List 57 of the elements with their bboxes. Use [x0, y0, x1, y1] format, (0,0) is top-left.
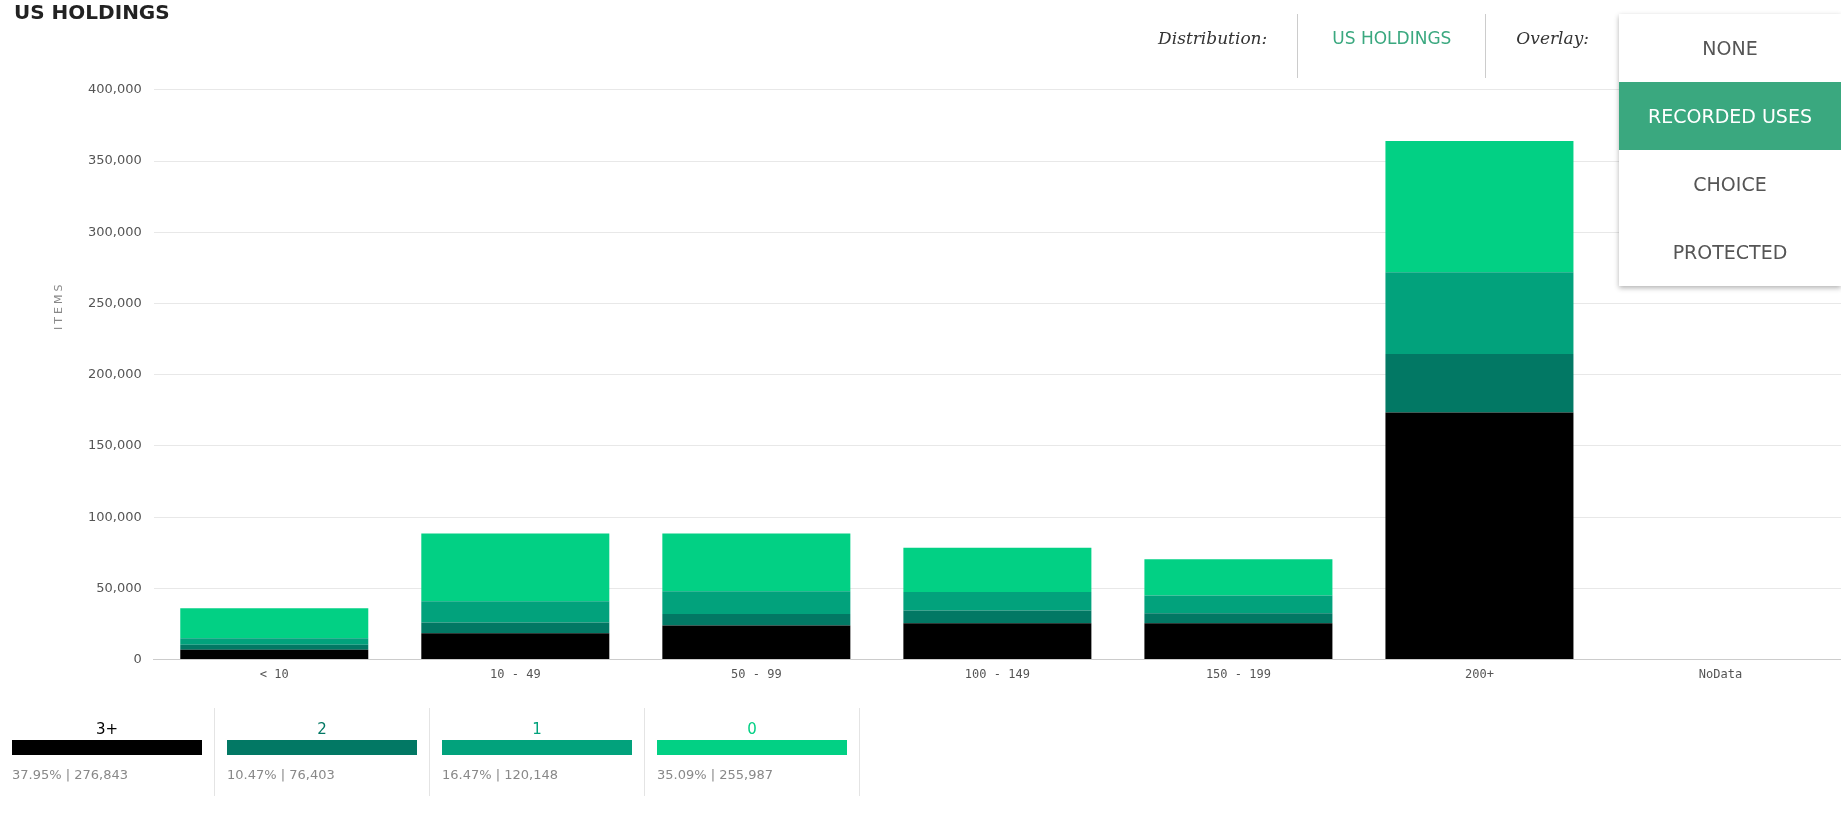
- bar: [1144, 595, 1333, 614]
- bar: [903, 547, 1092, 592]
- bar: [662, 614, 851, 626]
- y-axis-title: ITEMS: [52, 281, 65, 330]
- text: 2: [316, 719, 328, 740]
- annotation: PROTECTED: [1671, 240, 1789, 265]
- bar: [1385, 141, 1574, 273]
- y-tick-label: 150,000: [87, 437, 142, 453]
- y-tick-label: 100,000: [87, 508, 142, 524]
- bar: [421, 622, 610, 634]
- bar: [1385, 272, 1574, 355]
- bar: [662, 533, 851, 592]
- bar: [1144, 623, 1333, 660]
- bar: [1385, 354, 1574, 413]
- bar: [903, 610, 1092, 624]
- bar: [1144, 613, 1333, 624]
- bar: [180, 638, 369, 645]
- text: 10.47% | 76,403: [227, 767, 336, 782]
- x-tick-label: 50 - 99: [731, 666, 782, 681]
- text: 1: [531, 719, 543, 740]
- bar: [1385, 412, 1574, 660]
- chart-title: US HOLDINGS: [14, 0, 170, 24]
- y-tick-label: 50,000: [96, 579, 142, 595]
- bar: [180, 644, 369, 650]
- text: 35.09% | 255,987: [657, 767, 774, 782]
- bar: [662, 625, 851, 660]
- overlay-menu: NONE RECORDED USES CHOICE PROTECTED: [1619, 14, 1841, 286]
- x-tick-label: 100 - 149: [964, 666, 1030, 681]
- bar: [421, 533, 610, 602]
- x-tick-label: NoData: [1698, 666, 1743, 681]
- text: Overlay:: [1515, 27, 1590, 48]
- x-tick-label: < 10: [259, 666, 289, 681]
- y-tick-label: 400,000: [87, 81, 142, 97]
- bar: [180, 608, 369, 639]
- annotation: CHOICE: [1692, 172, 1768, 197]
- x-tick-label: 10 - 49: [490, 666, 541, 681]
- text: Distribution:: [1157, 27, 1269, 48]
- text: 0: [746, 719, 758, 740]
- y-tick-label: 250,000: [87, 294, 142, 310]
- y-tick-label: 200,000: [87, 366, 142, 382]
- x-tick-label: 200+: [1465, 666, 1494, 681]
- bar: [180, 649, 369, 660]
- bar: [903, 591, 1092, 611]
- bar: [421, 601, 610, 623]
- bar: [662, 591, 851, 615]
- bar: [1144, 559, 1333, 596]
- y-tick-label: 350,000: [87, 152, 142, 168]
- text: 3+: [94, 719, 120, 740]
- bar: [421, 633, 610, 660]
- x-tick-label: 150 - 199: [1205, 666, 1271, 681]
- text: 37.95% | 276,843: [12, 767, 129, 782]
- annotation: RECORDED USES: [1619, 82, 1841, 150]
- y-tick-label: 0: [133, 650, 142, 666]
- y-tick-label: 300,000: [87, 223, 142, 239]
- text: US HOLDINGS: [1297, 14, 1487, 78]
- bar: [903, 623, 1092, 660]
- text: 16.47% | 120,148: [442, 767, 559, 782]
